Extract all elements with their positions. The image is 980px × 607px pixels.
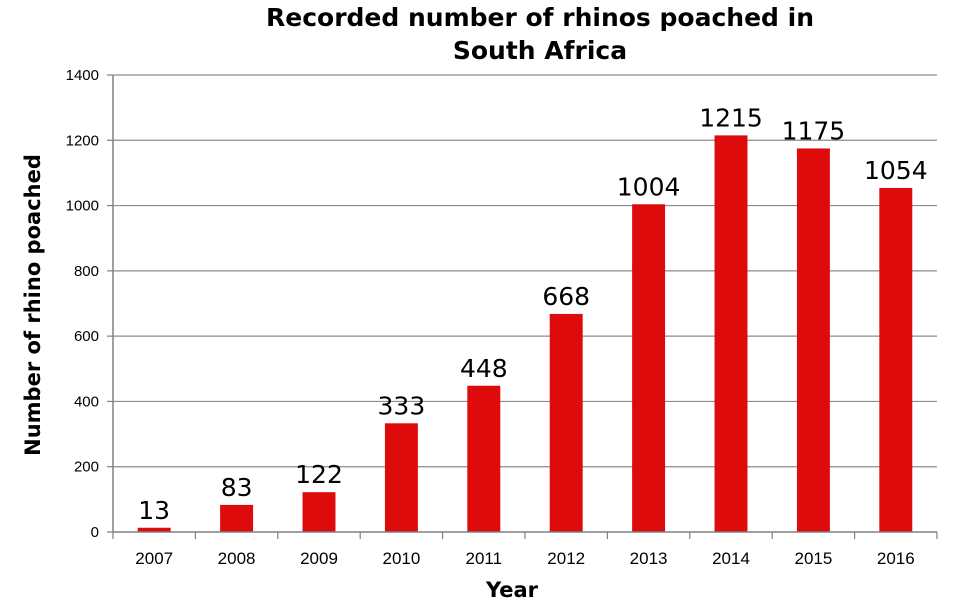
- x-tick-label-2010: 2010: [382, 549, 420, 568]
- data-label-2007: 13: [138, 496, 170, 525]
- bar-2007: [137, 527, 171, 532]
- gridlines: [113, 74, 937, 468]
- bar-2013: [632, 204, 666, 532]
- chart-title-line-2: South Africa: [453, 36, 627, 65]
- data-label-2010: 333: [378, 391, 426, 420]
- y-tick-label: 1200: [66, 132, 99, 149]
- x-axis-title: Year: [485, 578, 539, 602]
- data-label-2015: 1175: [782, 116, 846, 145]
- bar-2012: [549, 313, 583, 532]
- x-tick-label-2013: 2013: [630, 549, 668, 568]
- bar-2016: [879, 187, 913, 533]
- data-label-2011: 448: [460, 354, 508, 383]
- bar-2010: [384, 423, 418, 532]
- y-tick-label: 1000: [66, 198, 99, 215]
- y-tick-label: 800: [74, 263, 99, 280]
- x-tick-label-2008: 2008: [218, 549, 256, 568]
- x-tick-label-2011: 2011: [466, 549, 503, 568]
- y-axis-ticks: 0 200 400 600 800 1000 1200 1400: [66, 67, 113, 541]
- y-tick-label: 400: [74, 393, 99, 410]
- data-label-2014: 1215: [699, 103, 763, 132]
- data-label-2016: 1054: [864, 156, 928, 185]
- data-label-2013: 1004: [617, 172, 681, 201]
- bars: [137, 135, 913, 533]
- x-tick-label-2016: 2016: [877, 549, 915, 568]
- y-tick-label: 200: [74, 459, 99, 476]
- x-tick-label-2007: 2007: [135, 549, 173, 568]
- x-tick-label-2009: 2009: [300, 549, 338, 568]
- x-tick-label-2015: 2015: [794, 549, 832, 568]
- data-labels: 13 83 122 333 448 668 1004 1215 1175 1054: [138, 103, 927, 524]
- data-label-2012: 668: [542, 282, 590, 311]
- data-label-2008: 83: [221, 473, 253, 502]
- bar-2011: [467, 385, 501, 532]
- y-axis-title: Number of rhino poached: [21, 154, 45, 456]
- chart-title-line-1: Recorded number of rhinos poached in: [266, 3, 814, 32]
- y-tick-label: 1400: [66, 67, 99, 84]
- x-tick-label-2012: 2012: [547, 549, 585, 568]
- data-label-2009: 122: [295, 460, 343, 489]
- x-tick-label-2014: 2014: [712, 549, 750, 568]
- y-tick-label: 0: [91, 524, 99, 541]
- y-tick-label: 600: [74, 328, 99, 345]
- x-axis-ticks: 2007 2008 2009 2010 2011 2012 2013 2014 2015 2016: [112, 532, 938, 568]
- bar-2015: [796, 148, 830, 533]
- bar-2008: [220, 504, 254, 532]
- bar-2014: [714, 135, 748, 532]
- bar-2009: [302, 492, 336, 532]
